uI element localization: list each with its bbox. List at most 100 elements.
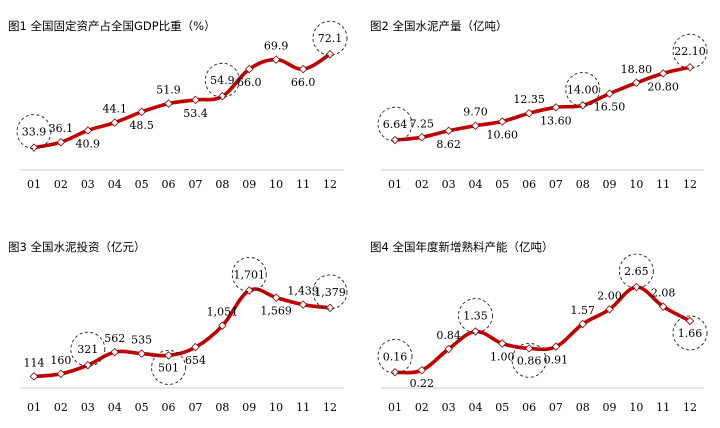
data-point	[417, 133, 427, 142]
x-tick-label: 10	[269, 401, 283, 414]
highlight-circle	[312, 20, 348, 56]
data-point	[191, 342, 200, 352]
data-label: 40.9	[76, 137, 101, 150]
data-label: 2.65	[624, 265, 649, 278]
data-point	[245, 286, 254, 295]
x-tick-label: 11	[656, 178, 670, 191]
data-label: 69.9	[264, 40, 289, 53]
x-tick-label: 10	[269, 178, 283, 191]
data-label: 0.22	[410, 377, 435, 390]
highlight-circle	[312, 274, 348, 310]
chart-title: 图1 全国固定资产占全国GDP比重（%）	[8, 19, 216, 33]
data-point	[56, 137, 66, 147]
x-tick-label: 09	[242, 178, 256, 191]
data-point	[271, 293, 281, 302]
x-tick-label: 12	[323, 178, 337, 191]
data-label: 0.86	[517, 354, 542, 367]
series-line	[32, 287, 332, 379]
x-tick-label: 03	[81, 178, 95, 191]
data-point	[164, 351, 173, 360]
data-label: 0.16	[383, 350, 408, 363]
highlight-circle	[458, 298, 493, 334]
chart-panel-4: 图4 全国年度新增熟料产能（亿吨） 01 02 03 04 05 06 07 08 09 10 11 1…	[370, 240, 708, 414]
data-point	[271, 55, 281, 64]
data-label: 1,379	[314, 286, 346, 299]
data-label: 501	[158, 361, 179, 374]
x-tick-label: 02	[415, 401, 429, 414]
data-point	[605, 89, 614, 98]
data-label: 160	[50, 354, 71, 367]
x-tick-label: 06	[522, 401, 536, 414]
data-label: 36.1	[49, 122, 74, 135]
data-point	[471, 327, 480, 336]
data-point	[578, 101, 587, 110]
data-point	[29, 143, 39, 152]
data-point	[632, 282, 641, 292]
data-point	[498, 339, 507, 348]
data-label: 8.62	[436, 138, 461, 151]
data-label: 10.60	[487, 128, 519, 141]
data-label: 1,701	[234, 268, 266, 281]
data-label: 20.80	[647, 80, 679, 93]
data-point	[685, 63, 695, 72]
data-point	[218, 321, 227, 330]
data-label: 535	[131, 334, 152, 347]
data-point	[578, 319, 587, 329]
x-tick-label: 07	[188, 178, 202, 191]
x-tick-label: 01	[388, 401, 402, 414]
x-tick-label: 01	[27, 178, 41, 191]
x-tick-label: 11	[296, 178, 310, 191]
data-point	[551, 342, 561, 351]
highlight-circle	[151, 349, 186, 385]
x-tick-label: 04	[468, 178, 482, 191]
data-label: 114	[24, 356, 45, 369]
x-tick-label: 09	[603, 178, 617, 191]
data-label: 1.35	[463, 310, 488, 323]
data-point	[29, 372, 39, 381]
data-label: 66.0	[291, 76, 316, 89]
chart-title: 图4 全国年度新增熟料产能（亿吨）	[370, 240, 553, 254]
data-point	[110, 347, 119, 357]
highlight-circle	[618, 253, 654, 289]
data-point	[417, 365, 427, 375]
data-point	[658, 302, 668, 311]
data-label: 1.57	[570, 304, 595, 317]
chart-panel-3: 图3 全国水泥投资（亿元） 01 02 03 04 05 06 07 08 09 10 11 12 114…	[8, 240, 348, 414]
x-tick-label: 09	[603, 401, 617, 414]
data-point	[110, 118, 119, 127]
x-tick-label: 01	[27, 401, 41, 414]
x-tick-label: 11	[296, 401, 310, 414]
x-tick-label: 08	[576, 178, 590, 191]
highlight-circle	[377, 338, 413, 374]
data-label: 54.9	[210, 74, 235, 87]
data-label: 72.1	[318, 32, 343, 45]
data-label: 1.66	[678, 327, 703, 340]
highlight-circle	[672, 315, 708, 351]
data-point	[444, 126, 453, 136]
data-label: 0.84	[436, 329, 461, 342]
data-label: 9.70	[463, 106, 488, 119]
x-tick-label: 12	[683, 178, 697, 191]
x-tick-label: 03	[81, 401, 95, 414]
x-tick-label: 10	[629, 401, 643, 414]
data-point	[325, 49, 335, 59]
x-tick-label: 08	[576, 401, 590, 414]
x-tick-label: 04	[108, 178, 122, 191]
data-point	[390, 368, 400, 377]
data-label: 2.00	[597, 289, 622, 302]
data-label: 1.00	[490, 351, 515, 364]
data-point	[524, 344, 534, 353]
data-label: 14.00	[567, 83, 599, 96]
data-point	[83, 126, 93, 135]
x-tick-label: 05	[135, 401, 149, 414]
x-tick-label: 06	[162, 401, 176, 414]
data-label: 7.25	[410, 117, 435, 130]
data-point	[191, 95, 200, 105]
x-tick-label: 09	[242, 401, 256, 414]
data-point	[551, 103, 561, 112]
data-point	[498, 117, 507, 126]
data-label: 562	[104, 332, 125, 345]
x-tick-label: 02	[415, 178, 429, 191]
chart-title: 图2 全国水泥产量（亿吨）	[370, 19, 507, 33]
data-label: 321	[77, 343, 98, 356]
